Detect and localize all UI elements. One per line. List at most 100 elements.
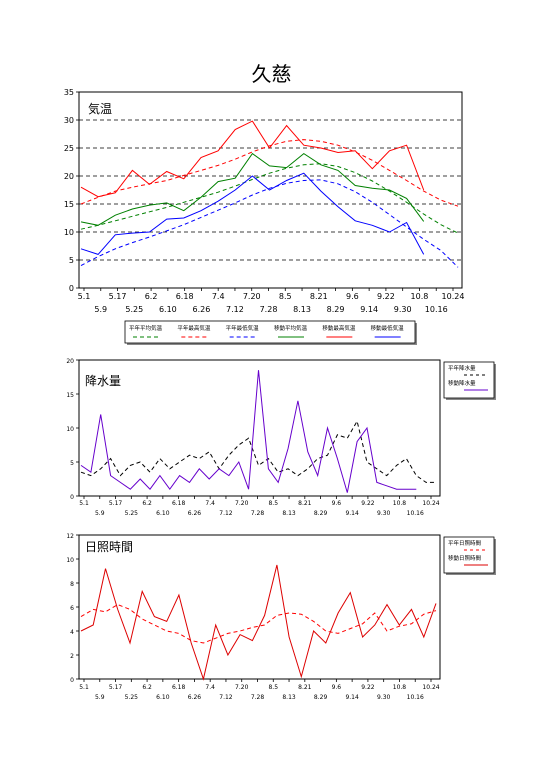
y-tick-label: 12 — [66, 533, 74, 540]
x-tick-label: 10.16 — [425, 305, 448, 314]
x-tick-label: 7.12 — [226, 305, 244, 314]
x-tick-label: 7.4 — [212, 292, 225, 301]
x-tick-label: 8.5 — [268, 684, 278, 691]
x-tick-label: 9.22 — [361, 500, 375, 507]
series-line-移動降水量 — [80, 370, 417, 493]
x-tick-label: 8.13 — [282, 694, 296, 701]
x-tick-label: 10.8 — [393, 500, 407, 507]
x-tick-label: 7.28 — [251, 510, 265, 517]
x-tick-label: 8.21 — [298, 500, 312, 507]
legend-box — [443, 536, 495, 574]
x-tick-label: 9.30 — [377, 510, 391, 517]
x-tick-label: 10.24 — [442, 292, 465, 301]
y-tick-label: 0 — [69, 284, 74, 293]
x-tick-label: 8.21 — [298, 684, 312, 691]
x-tick-label: 9.30 — [394, 305, 412, 314]
x-tick-label: 7.28 — [251, 694, 265, 701]
y-tick-label: 20 — [64, 172, 74, 181]
x-tick-label: 6.26 — [188, 510, 202, 517]
y-tick-label: 0 — [70, 494, 74, 501]
x-tick-label: 7.20 — [243, 292, 261, 301]
series-line-平年平均気温 — [80, 163, 459, 234]
x-tick-label: 6.18 — [172, 500, 186, 507]
legend-label: 平年日照時間 — [448, 539, 482, 547]
x-tick-label: 6.26 — [193, 305, 211, 314]
y-tick-label: 5 — [69, 256, 74, 265]
y-tick-label: 30 — [64, 116, 74, 125]
y-tick-label: 15 — [66, 392, 74, 399]
x-tick-label: 5.25 — [125, 305, 143, 314]
x-tick-label: 5.1 — [79, 684, 89, 691]
series-line-移動最低気温 — [80, 172, 425, 255]
legend-label: 移動日照時間 — [448, 554, 482, 562]
x-tick-label: 8.29 — [314, 694, 328, 701]
legend-label: 移動最低気温 — [371, 324, 405, 332]
x-tick-label: 5.9 — [94, 305, 107, 314]
panel-label: 気温 — [88, 101, 112, 116]
x-tick-label: 6.2 — [142, 500, 152, 507]
plot-frame — [78, 91, 463, 289]
x-tick-label: 10.16 — [407, 694, 424, 701]
x-tick-label: 9.6 — [332, 500, 342, 507]
y-tick-label: 15 — [64, 200, 74, 209]
y-tick-label: 2 — [70, 653, 74, 660]
legend-label: 平年平均気温 — [129, 324, 163, 332]
x-tick-label: 6.10 — [156, 694, 170, 701]
series-line-平年降水量 — [80, 419, 436, 483]
y-tick-label: 10 — [66, 426, 74, 433]
x-tick-label: 5.17 — [109, 292, 127, 301]
x-tick-label: 10.24 — [422, 684, 439, 691]
x-tick-label: 5.25 — [125, 694, 139, 701]
y-tick-label: 35 — [64, 88, 74, 97]
y-tick-label: 0 — [70, 677, 74, 684]
x-tick-label: 6.18 — [172, 684, 186, 691]
series-line-平年最高気温 — [80, 139, 459, 207]
y-tick-label: 8 — [70, 581, 74, 588]
legend-label: 平年降水量 — [448, 364, 476, 372]
x-tick-label: 9.22 — [377, 292, 395, 301]
y-tick-label: 10 — [66, 557, 74, 564]
legend-label: 平年最高気温 — [177, 324, 211, 332]
series-line-移動平均気温 — [80, 152, 425, 226]
x-tick-label: 8.5 — [279, 292, 292, 301]
x-tick-label: 10.24 — [422, 500, 439, 507]
x-tick-label: 9.14 — [360, 305, 378, 314]
y-tick-label: 10 — [64, 228, 74, 237]
x-tick-label: 5.25 — [125, 510, 139, 517]
y-tick-label: 5 — [70, 460, 74, 467]
x-tick-label: 5.1 — [79, 500, 89, 507]
x-tick-label: 8.5 — [268, 500, 278, 507]
x-tick-label: 7.12 — [219, 510, 233, 517]
x-tick-label: 5.9 — [95, 510, 105, 517]
x-tick-label: 7.28 — [260, 305, 278, 314]
x-tick-label: 9.6 — [346, 292, 359, 301]
x-tick-label: 9.22 — [361, 684, 375, 691]
x-tick-label: 7.12 — [219, 694, 233, 701]
x-tick-label: 9.14 — [345, 510, 359, 517]
x-tick-label: 8.13 — [293, 305, 311, 314]
x-tick-label: 7.4 — [205, 500, 215, 507]
panel-label: 日照時間 — [85, 540, 133, 554]
legend-box — [443, 361, 495, 399]
y-tick-label: 6 — [70, 605, 74, 612]
legend-label: 移動平均気温 — [274, 324, 308, 332]
x-tick-label: 5.9 — [95, 694, 105, 701]
x-tick-label: 7.20 — [235, 500, 249, 507]
series-line-移動最高気温 — [80, 120, 425, 198]
x-tick-label: 8.21 — [310, 292, 328, 301]
x-tick-label: 7.20 — [235, 684, 249, 691]
x-tick-label: 5.17 — [109, 684, 123, 691]
y-tick-label: 4 — [70, 629, 74, 636]
x-tick-label: 9.14 — [345, 694, 359, 701]
x-tick-label: 5.1 — [78, 292, 91, 301]
legend-box — [124, 320, 416, 344]
x-tick-label: 6.10 — [159, 305, 177, 314]
x-tick-label: 9.30 — [377, 694, 391, 701]
x-tick-label: 9.6 — [332, 684, 342, 691]
x-tick-label: 6.10 — [156, 510, 170, 517]
x-tick-label: 6.2 — [145, 292, 158, 301]
x-tick-label: 10.8 — [411, 292, 429, 301]
